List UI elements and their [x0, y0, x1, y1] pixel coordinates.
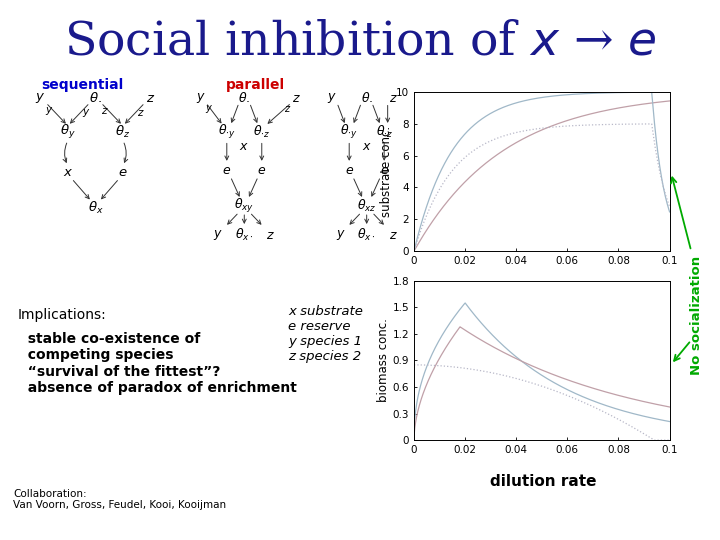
Text: $y$: $y$	[336, 228, 346, 242]
Text: dilution rate: dilution rate	[490, 474, 597, 489]
Text: $x$: $x$	[361, 140, 372, 153]
Text: $e$: $e$	[257, 164, 266, 177]
Text: $\theta_{\cdot z}$: $\theta_{\cdot z}$	[376, 124, 393, 140]
Text: stable co-existence of
  competing species
  “survival of the fittest”?
  absenc: stable co-existence of competing species…	[18, 332, 297, 395]
Text: $\theta_y$: $\theta_y$	[60, 123, 76, 141]
Text: $e$: $e$	[118, 166, 127, 179]
Text: $e$: $e$	[345, 164, 354, 177]
Text: Collaboration:
Van Voorn, Gross, Feudel, Kooi, Kooijman: Collaboration: Van Voorn, Gross, Feudel,…	[13, 489, 226, 510]
Text: $z$: $z$	[101, 106, 109, 116]
Text: Implications:: Implications:	[18, 308, 107, 322]
Text: No socialization: No socialization	[690, 256, 703, 375]
Text: $z$: $z$	[138, 108, 145, 118]
Text: $\theta_{xz}$: $\theta_{xz}$	[357, 198, 377, 214]
Text: $\theta_{x\cdot}$: $\theta_{x\cdot}$	[358, 227, 376, 244]
Text: $y$: $y$	[82, 107, 91, 119]
Text: sequential: sequential	[42, 78, 124, 92]
Text: $e$: $e$	[222, 164, 231, 177]
Text: $\theta_{\cdot y}$: $\theta_{\cdot y}$	[341, 123, 358, 141]
Text: $\theta_z$: $\theta_z$	[115, 124, 130, 140]
Text: $z$: $z$	[389, 92, 397, 105]
Text: $z$: $z$	[146, 92, 155, 105]
Text: $z$: $z$	[292, 92, 301, 105]
Y-axis label: biomass conc.: biomass conc.	[377, 319, 390, 402]
Text: $\theta.$: $\theta.$	[89, 91, 102, 105]
Text: $\theta_{xy}$: $\theta_{xy}$	[234, 197, 254, 215]
Text: $y$: $y$	[196, 91, 205, 105]
Text: $\theta_x$: $\theta_x$	[88, 200, 103, 216]
Text: $z$: $z$	[284, 104, 292, 114]
Text: $y$: $y$	[327, 91, 337, 105]
Text: $z$: $z$	[266, 229, 275, 242]
Text: $e$: $e$	[379, 164, 389, 177]
Text: $y$: $y$	[213, 228, 223, 242]
Text: x substrate
e reserve
y species 1
z species 2: x substrate e reserve y species 1 z spec…	[288, 305, 363, 363]
Text: $z$: $z$	[389, 229, 397, 242]
Text: $y$: $y$	[35, 91, 45, 105]
Text: $\theta_{\cdot z}$: $\theta_{\cdot z}$	[253, 124, 271, 140]
Y-axis label: substrate conc.: substrate conc.	[380, 126, 393, 217]
Text: Social inhibition of $x$ → $e$: Social inhibition of $x$ → $e$	[63, 19, 657, 64]
Text: $\theta.$: $\theta.$	[361, 91, 373, 105]
Text: $\theta.$: $\theta.$	[238, 91, 251, 105]
Text: $y$: $y$	[45, 105, 54, 117]
Text: $x$: $x$	[63, 166, 73, 179]
Text: $x$: $x$	[239, 140, 249, 153]
Text: $y$: $y$	[205, 103, 213, 115]
Text: parallel: parallel	[226, 78, 285, 92]
Text: $\theta_{x\cdot}$: $\theta_{x\cdot}$	[235, 227, 253, 244]
Text: $\theta_{\cdot y}$: $\theta_{\cdot y}$	[218, 123, 235, 141]
